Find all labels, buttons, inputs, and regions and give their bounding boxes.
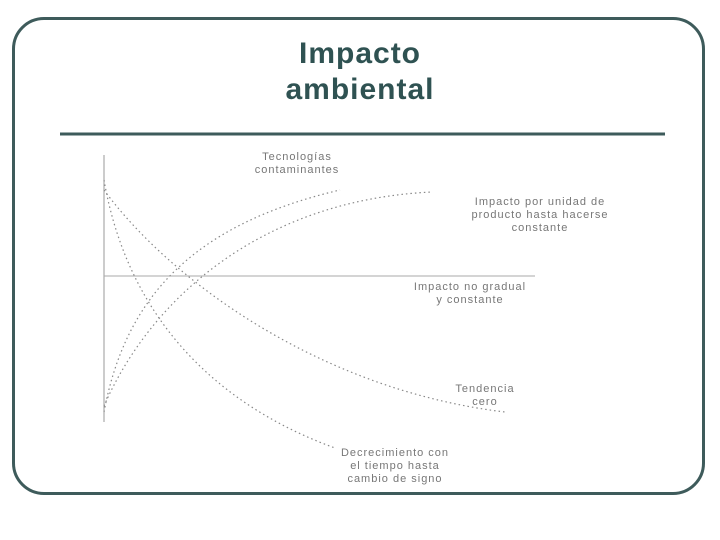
curve-label: Impacto por unidad de xyxy=(475,196,605,208)
curve-label: Decrecimiento con xyxy=(341,447,449,459)
curve-sign-change xyxy=(103,179,336,449)
slide-frame xyxy=(12,17,705,495)
curve-label: cero xyxy=(472,396,497,408)
curve-label: Impacto no gradual xyxy=(414,281,526,293)
curve-label: Tendencia xyxy=(455,383,514,395)
curve-label: Tecnologías xyxy=(262,151,332,163)
curve-label: producto hasta hacerse xyxy=(472,209,609,221)
curve-label: constante xyxy=(512,222,569,234)
curve-label: cambio de signo xyxy=(347,473,442,485)
curve-label: y constante xyxy=(436,294,503,306)
curve-constant-impact xyxy=(103,191,433,407)
slide-title: Impacto ambiental xyxy=(285,37,435,106)
curve-label: el tiempo hasta xyxy=(350,460,440,472)
curve-polluting xyxy=(103,189,341,413)
curve-label: contaminantes xyxy=(255,164,340,176)
curve-zero-trend xyxy=(103,189,506,413)
